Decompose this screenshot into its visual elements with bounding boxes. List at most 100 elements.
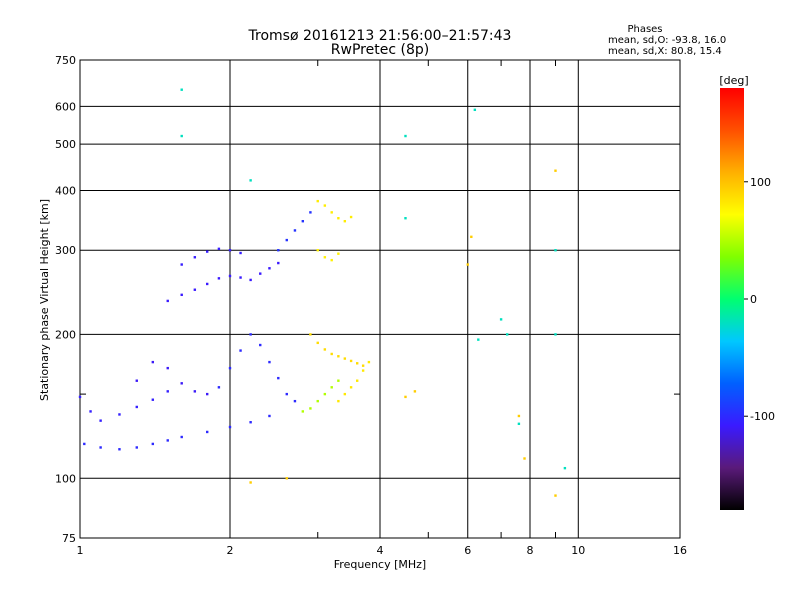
data-point xyxy=(135,379,138,382)
data-point xyxy=(466,263,469,266)
data-point xyxy=(99,419,102,422)
data-point xyxy=(239,251,242,255)
data-point xyxy=(239,276,242,279)
x-tick-labels: 1 2 4 6 8 10 16 xyxy=(77,544,688,557)
data-point xyxy=(193,256,197,259)
data-point xyxy=(135,446,138,449)
stats-line-x: mean, sd,X: 80.8, 15.4 xyxy=(608,46,722,57)
data-point xyxy=(249,421,252,424)
y-tick-label: 300 xyxy=(55,244,76,257)
data-point xyxy=(180,435,183,439)
data-point xyxy=(293,399,297,403)
data-point xyxy=(249,333,252,336)
data-point xyxy=(193,288,197,291)
x-tick-label: 10 xyxy=(571,544,585,557)
data-point xyxy=(323,348,327,351)
data-point xyxy=(505,333,509,336)
data-point xyxy=(301,220,305,223)
data-point xyxy=(330,386,333,389)
x-tick-label: 6 xyxy=(464,544,471,557)
colorbar-gradient xyxy=(720,88,744,510)
data-point xyxy=(205,392,209,396)
data-point xyxy=(99,446,102,449)
y-tick-labels: 75 100 200 300 400 500 600 750 xyxy=(55,54,76,545)
data-point xyxy=(180,382,183,385)
data-point xyxy=(563,466,567,470)
data-point xyxy=(166,299,169,303)
data-point xyxy=(277,249,280,252)
data-point xyxy=(337,399,340,403)
data-point xyxy=(517,414,521,418)
data-point xyxy=(477,338,480,341)
data-point xyxy=(118,448,121,451)
data-point xyxy=(554,249,557,252)
x-tick-label: 16 xyxy=(673,544,687,557)
chart-subtitle: RwPretec (8p) xyxy=(331,42,429,58)
data-point xyxy=(135,405,138,409)
data-point xyxy=(323,204,327,207)
data-point xyxy=(337,252,340,255)
data-point xyxy=(205,282,209,286)
data-point xyxy=(367,360,371,364)
stats-heading: Phases xyxy=(627,24,662,35)
data-point xyxy=(180,88,183,91)
data-point xyxy=(249,481,252,484)
data-point xyxy=(343,392,347,396)
data-point xyxy=(151,360,155,364)
data-point xyxy=(228,249,232,252)
data-point xyxy=(166,366,169,370)
data-point xyxy=(285,238,288,242)
data-point xyxy=(285,392,288,396)
data-point xyxy=(337,379,340,382)
data-point xyxy=(355,362,359,365)
y-tick-label: 100 xyxy=(55,472,76,485)
data-point xyxy=(330,211,333,214)
data-point xyxy=(330,352,333,356)
data-point xyxy=(83,442,86,446)
data-point xyxy=(554,494,557,497)
y-tick-label: 600 xyxy=(55,100,76,113)
data-point xyxy=(337,217,340,220)
data-points xyxy=(78,88,567,497)
data-point xyxy=(268,360,271,364)
y-tick-label: 750 xyxy=(55,54,76,67)
data-point xyxy=(404,395,407,399)
colorbar-tick-label: -100 xyxy=(750,410,775,423)
grid-minor xyxy=(80,60,680,538)
y-tick-label: 400 xyxy=(55,184,76,197)
data-point xyxy=(349,359,353,363)
data-point xyxy=(228,425,232,429)
y-axis-label: Stationary phase Virtual Height [km] xyxy=(38,199,51,401)
colorbar-label: [deg] xyxy=(719,74,748,87)
data-point xyxy=(259,343,262,347)
data-point xyxy=(249,179,252,182)
data-point xyxy=(193,390,197,393)
stats-line-o: mean, sd,O: -93.8, 16.0 xyxy=(608,35,726,46)
data-point xyxy=(316,199,319,203)
data-point xyxy=(239,349,242,352)
data-point xyxy=(554,333,557,336)
data-point xyxy=(285,477,288,480)
data-point xyxy=(316,341,319,345)
data-point xyxy=(470,235,473,239)
data-point xyxy=(217,277,221,280)
data-point xyxy=(217,386,221,389)
x-tick-label: 2 xyxy=(227,544,234,557)
data-point xyxy=(205,430,209,434)
colorbar-ticks: 100 0 -100 xyxy=(744,176,775,423)
x-tick-label: 8 xyxy=(527,544,534,557)
data-point xyxy=(343,357,347,360)
data-point xyxy=(89,410,92,413)
data-point xyxy=(249,278,252,282)
data-point xyxy=(404,134,407,138)
data-point xyxy=(337,355,340,358)
data-point xyxy=(309,407,312,410)
data-point xyxy=(259,272,262,275)
plot-area: 1 2 4 6 8 10 16 75 100 200 300 400 500 600 750 xyxy=(55,54,687,557)
data-point xyxy=(151,442,155,446)
data-point xyxy=(523,457,526,460)
data-point xyxy=(343,220,347,223)
data-point xyxy=(293,229,297,232)
data-point xyxy=(361,369,365,372)
